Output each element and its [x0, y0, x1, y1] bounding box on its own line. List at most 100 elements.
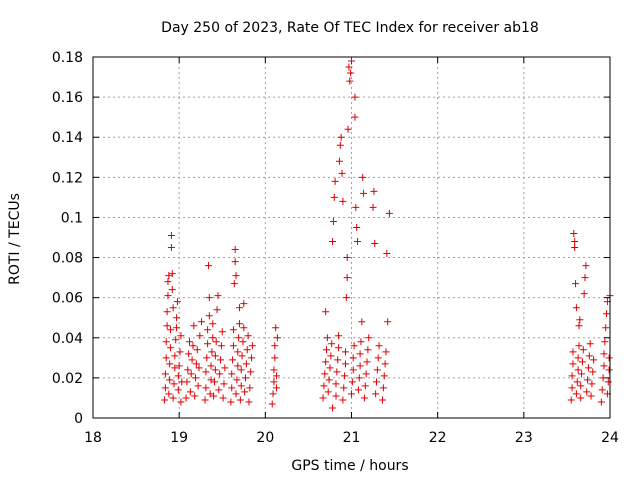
data-point: [575, 342, 583, 350]
y-tick-label: 0.04: [52, 331, 83, 347]
y-tick-label: 0.02: [52, 371, 83, 387]
data-point: [590, 356, 598, 364]
data-point: [184, 366, 192, 374]
data-point: [346, 77, 354, 85]
data-point: [356, 362, 364, 370]
data-point: [188, 356, 196, 364]
data-point: [372, 390, 380, 398]
data-point: [173, 324, 181, 332]
data-point: [322, 308, 330, 316]
tick-labels: 18 19 20 21 22 23 24 0 0.02 0.04 0.06 0.08 0.1 0.12 0.…: [52, 50, 619, 446]
data-point: [573, 378, 581, 386]
data-point: [270, 378, 278, 386]
y-tick-label: 0.16: [52, 90, 83, 106]
data-point: [221, 364, 229, 372]
data-point: [334, 356, 342, 364]
data-point: [237, 382, 245, 390]
data-point: [354, 238, 362, 246]
data-point: [202, 368, 210, 376]
data-point: [326, 364, 334, 372]
data-point: [586, 340, 594, 348]
data-point: [196, 332, 204, 340]
data-point: [598, 386, 606, 394]
data-point: [229, 356, 237, 364]
data-point: [363, 358, 371, 366]
data-point: [209, 320, 217, 328]
data-point: [605, 366, 613, 374]
data-point: [229, 326, 237, 334]
data-point: [379, 396, 387, 404]
data-point: [231, 246, 239, 254]
data-point: [360, 189, 368, 197]
y-tick-label: 0.18: [52, 50, 83, 66]
data-point: [579, 346, 587, 354]
data-point: [232, 390, 240, 398]
data-point: [572, 304, 580, 312]
data-point: [603, 310, 611, 318]
data-point: [191, 392, 199, 400]
data-point: [211, 352, 219, 360]
data-point: [585, 352, 593, 360]
data-point: [574, 354, 582, 362]
data-point: [350, 342, 358, 350]
data-point: [217, 342, 225, 350]
data-point: [319, 394, 327, 402]
data-point: [231, 258, 239, 266]
data-point: [357, 338, 365, 346]
data-point: [605, 354, 613, 362]
data-point: [228, 370, 236, 378]
data-point: [234, 362, 242, 370]
data-point: [186, 388, 194, 396]
data-point: [177, 332, 185, 340]
data-point: [348, 57, 355, 65]
y-tick-label: 0.06: [52, 291, 83, 307]
data-point: [373, 366, 381, 374]
data-point: [576, 316, 584, 324]
data-point: [204, 262, 212, 270]
data-point: [207, 362, 215, 370]
data-point: [233, 376, 241, 384]
data-point: [164, 278, 172, 286]
data-point: [321, 370, 329, 378]
x-axis-label: GPS time / hours: [291, 458, 408, 474]
data-point: [339, 396, 347, 404]
data-point: [341, 372, 349, 380]
data-point: [337, 133, 345, 141]
data-point: [192, 374, 200, 382]
data-point: [343, 254, 351, 262]
data-point: [330, 193, 338, 201]
data-point: [578, 358, 586, 366]
data-point: [361, 382, 369, 390]
data-point: [336, 141, 344, 149]
data-point: [247, 368, 255, 376]
data-point: [219, 394, 227, 402]
data-point: [236, 396, 244, 404]
x-tick-label: 22: [429, 430, 447, 446]
data-point: [589, 368, 597, 376]
data-point: [170, 380, 178, 388]
data-point: [217, 356, 225, 364]
data-point: [166, 376, 174, 384]
data-point: [162, 354, 170, 362]
data-point: [381, 360, 389, 368]
data-point: [211, 366, 219, 374]
data-point: [161, 370, 169, 378]
data-point: [349, 366, 357, 374]
data-point: [220, 380, 228, 388]
data-point: [216, 370, 224, 378]
data-point: [343, 274, 351, 282]
data-point: [162, 338, 170, 346]
data-point: [335, 332, 343, 340]
data-point: [240, 324, 248, 332]
data-point: [324, 388, 332, 396]
data-point: [235, 320, 243, 328]
data-point: [268, 400, 276, 408]
data-point: [329, 217, 337, 225]
data-point: [327, 352, 335, 360]
data-point: [600, 362, 608, 370]
y-tick-label: 0: [74, 411, 83, 427]
data-point: [385, 209, 393, 217]
data-point: [204, 340, 212, 348]
data-point: [382, 348, 390, 356]
data-point: [189, 342, 197, 350]
